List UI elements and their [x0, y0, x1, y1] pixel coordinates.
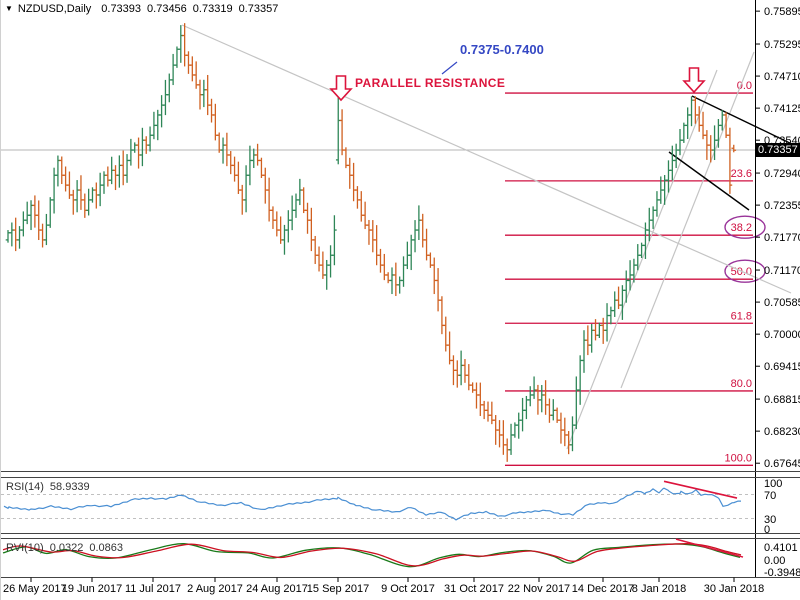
svg-text:14 Dec 2017: 14 Dec 2017 — [572, 583, 634, 595]
rising-channel-left[interactable] — [566, 69, 718, 450]
svg-text:31 Oct 2017: 31 Oct 2017 — [444, 583, 504, 595]
svg-text:0.4101: 0.4101 — [764, 542, 798, 554]
svg-text:9 Oct 2017: 9 Oct 2017 — [381, 583, 435, 595]
svg-text:0.74125: 0.74125 — [764, 103, 800, 115]
svg-text:70: 70 — [764, 490, 776, 502]
rsi-line — [3, 487, 741, 521]
svg-text:0.72355: 0.72355 — [764, 200, 800, 212]
svg-text:0.00: 0.00 — [764, 555, 785, 567]
rvi-main-line — [2, 543, 741, 568]
rvi-signal-value: 0.0863 — [89, 542, 124, 554]
rsi-name: RSI(14) — [6, 481, 44, 493]
pane-separators[interactable] — [1, 471, 800, 578]
svg-text:0.72940: 0.72940 — [764, 168, 800, 180]
rvi-name: RVI(10) — [6, 542, 44, 554]
down-arrow-icon[interactable] — [329, 75, 353, 102]
symbol-timeframe-label: NZDUSD,Daily — [17, 3, 92, 15]
svg-text:2 Aug 2017: 2 Aug 2017 — [187, 583, 243, 595]
rising-channel-right[interactable] — [620, 51, 755, 389]
down-arrow-annotations[interactable] — [329, 67, 706, 102]
svg-text:0.67645: 0.67645 — [764, 458, 800, 470]
svg-text:-0.3948: -0.3948 — [764, 567, 800, 579]
flag-upper[interactable] — [691, 95, 797, 147]
rvi-main-value: 0.0322 — [49, 542, 84, 554]
down-arrow-icon[interactable] — [682, 67, 706, 94]
svg-text:30: 30 — [764, 514, 776, 526]
rvi-signal-line — [2, 543, 742, 567]
svg-text:24 Aug 2017: 24 Aug 2017 — [246, 583, 308, 595]
svg-text:0.71770: 0.71770 — [764, 232, 800, 244]
price-axis[interactable]: 0.758950.752950.747100.741250.735400.729… — [755, 0, 800, 577]
svg-text:15 Sep 2017: 15 Sep 2017 — [307, 583, 369, 595]
descending-resistance[interactable] — [181, 24, 792, 294]
svg-text:100.0: 100.0 — [724, 452, 752, 464]
svg-text:80.0: 80.0 — [731, 378, 752, 390]
svg-text:0.70585: 0.70585 — [764, 297, 800, 309]
svg-text:0.75295: 0.75295 — [764, 39, 800, 51]
ohlc-close: 0.73357 — [238, 3, 279, 15]
trendlines[interactable] — [181, 24, 797, 450]
rsi-indicator-label: RSI(14) 58.9339 — [6, 481, 90, 493]
note-pointer[interactable] — [441, 61, 458, 75]
chart-title: ▼ NZDUSD,Daily 0.73393 0.73456 0.73319 0.7335… — [5, 3, 284, 15]
svg-text:30 Jan 2018: 30 Jan 2018 — [704, 583, 765, 595]
flag-lower[interactable] — [668, 151, 750, 211]
svg-text:22 Nov 2017: 22 Nov 2017 — [508, 583, 570, 595]
price-bars[interactable] — [5, 23, 737, 462]
svg-text:0.75895: 0.75895 — [764, 6, 800, 18]
svg-text:0.0: 0.0 — [737, 80, 752, 92]
ohlc-high: 0.73456 — [147, 3, 187, 15]
svg-text:23.6: 23.6 — [731, 168, 752, 180]
svg-text:11 Jul 2017: 11 Jul 2017 — [125, 583, 181, 595]
svg-text:26 May 2017: 26 May 2017 — [3, 583, 67, 595]
svg-text:0.69415: 0.69415 — [764, 361, 800, 373]
svg-text:0.71170: 0.71170 — [764, 265, 800, 277]
svg-text:0.74710: 0.74710 — [764, 71, 800, 83]
symbol-dropdown-icon[interactable]: ▼ — [5, 4, 13, 13]
svg-text:0.68230: 0.68230 — [764, 426, 800, 438]
svg-text:61.8: 61.8 — [731, 310, 752, 322]
svg-text:0.70000: 0.70000 — [764, 329, 800, 341]
svg-text:0: 0 — [764, 524, 770, 536]
svg-text:0.68815: 0.68815 — [764, 394, 800, 406]
ohlc-open: 0.73393 — [101, 3, 142, 15]
rsi-value: 58.9339 — [49, 481, 90, 493]
svg-text:8 Jan 2018: 8 Jan 2018 — [632, 583, 686, 595]
ohlc-low: 0.73319 — [192, 3, 233, 15]
rvi-indicator-label: RVI(10) 0.0322 0.0863 — [6, 542, 123, 554]
price-range-annotation[interactable]: 0.7375-0.7400 — [460, 42, 544, 57]
svg-text:100: 100 — [764, 478, 782, 490]
current-price-badge: 0.73357 — [755, 143, 800, 157]
svg-text:19 Jun 2017: 19 Jun 2017 — [62, 583, 123, 595]
parallel-resistance-annotation[interactable]: PARALLEL RESISTANCE — [355, 76, 506, 90]
svg-text:38.2: 38.2 — [731, 222, 752, 234]
